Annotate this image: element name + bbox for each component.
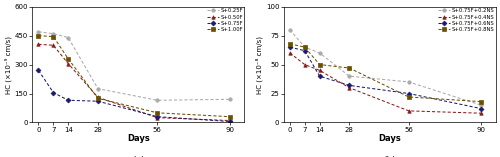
Y-axis label: HC (×10⁻⁸ cm/s): HC (×10⁻⁸ cm/s) bbox=[256, 36, 263, 94]
Line: S+0.25F: S+0.25F bbox=[36, 30, 232, 102]
S+0.75F+0.2NS bbox=[406, 81, 412, 83]
S+1.00F bbox=[226, 116, 232, 118]
S+0.75F+0.6NS bbox=[346, 84, 352, 86]
S+0.50F bbox=[36, 43, 42, 45]
Line: S+0.75F+0.2NS: S+0.75F+0.2NS bbox=[288, 28, 482, 107]
S+0.75F+0.8NS bbox=[406, 96, 412, 98]
Legend: S+0.25F, S+0.50F, S+0.75F, S+1.00F: S+0.25F, S+0.50F, S+0.75F, S+1.00F bbox=[206, 8, 244, 33]
Line: S+0.75F+0.4NS: S+0.75F+0.4NS bbox=[288, 51, 482, 115]
S+0.25F bbox=[65, 37, 71, 38]
S+0.75F bbox=[36, 69, 42, 71]
S+0.75F+0.8NS bbox=[302, 46, 308, 48]
S+0.25F bbox=[50, 33, 56, 35]
S+0.75F+0.2NS bbox=[346, 75, 352, 77]
Legend: S+0.75F+0.2NS, S+0.75F+0.4NS, S+0.75F+0.6NS, S+0.75F+0.8NS: S+0.75F+0.2NS, S+0.75F+0.4NS, S+0.75F+0.… bbox=[438, 8, 495, 33]
S+0.75F+0.6NS bbox=[302, 50, 308, 52]
S+0.75F+0.2NS bbox=[287, 29, 293, 31]
S+0.75F+0.6NS bbox=[406, 93, 412, 95]
Y-axis label: HC (×10⁻⁹ cm/s): HC (×10⁻⁹ cm/s) bbox=[4, 36, 12, 94]
Title: (a): (a) bbox=[132, 156, 144, 157]
S+0.75F+0.8NS bbox=[287, 43, 293, 45]
Line: S+1.00F: S+1.00F bbox=[36, 34, 232, 118]
Line: S+0.75F+0.6NS: S+0.75F+0.6NS bbox=[288, 46, 482, 110]
S+1.00F bbox=[154, 112, 160, 114]
S+0.75F+0.4NS bbox=[406, 110, 412, 112]
S+0.50F bbox=[50, 44, 56, 46]
S+0.75F+0.6NS bbox=[478, 108, 484, 109]
S+0.75F bbox=[50, 92, 56, 93]
S+0.75F+0.2NS bbox=[302, 46, 308, 48]
S+0.75F bbox=[154, 116, 160, 118]
S+0.25F bbox=[95, 88, 101, 90]
S+0.75F+0.8NS bbox=[316, 64, 322, 65]
Line: S+0.50F: S+0.50F bbox=[36, 43, 232, 122]
S+0.75F bbox=[95, 100, 101, 102]
S+0.50F bbox=[226, 120, 232, 122]
S+0.50F bbox=[65, 63, 71, 65]
X-axis label: Days: Days bbox=[127, 134, 150, 143]
S+0.75F+0.4NS bbox=[478, 112, 484, 114]
Line: S+0.75F: S+0.75F bbox=[36, 69, 232, 123]
S+0.75F+0.8NS bbox=[346, 67, 352, 69]
S+1.00F bbox=[95, 97, 101, 99]
S+0.75F+0.8NS bbox=[478, 101, 484, 103]
S+0.75F+0.4NS bbox=[316, 69, 322, 71]
S+1.00F bbox=[65, 58, 71, 60]
S+0.75F bbox=[226, 121, 232, 122]
S+0.25F bbox=[154, 99, 160, 101]
S+0.75F bbox=[65, 99, 71, 101]
S+1.00F bbox=[36, 35, 42, 37]
Line: S+0.75F+0.8NS: S+0.75F+0.8NS bbox=[288, 42, 482, 103]
S+0.75F+0.4NS bbox=[302, 64, 308, 65]
S+0.75F+0.6NS bbox=[287, 46, 293, 48]
S+0.50F bbox=[95, 96, 101, 98]
Title: (b): (b) bbox=[384, 156, 396, 157]
S+0.75F+0.4NS bbox=[287, 52, 293, 54]
X-axis label: Days: Days bbox=[378, 134, 401, 143]
S+0.25F bbox=[36, 31, 42, 33]
S+0.25F bbox=[226, 98, 232, 100]
S+0.75F+0.2NS bbox=[316, 52, 322, 54]
S+0.75F+0.4NS bbox=[346, 87, 352, 89]
S+0.75F+0.6NS bbox=[316, 75, 322, 77]
S+0.50F bbox=[154, 117, 160, 119]
S+0.75F+0.2NS bbox=[478, 104, 484, 106]
S+1.00F bbox=[50, 36, 56, 38]
